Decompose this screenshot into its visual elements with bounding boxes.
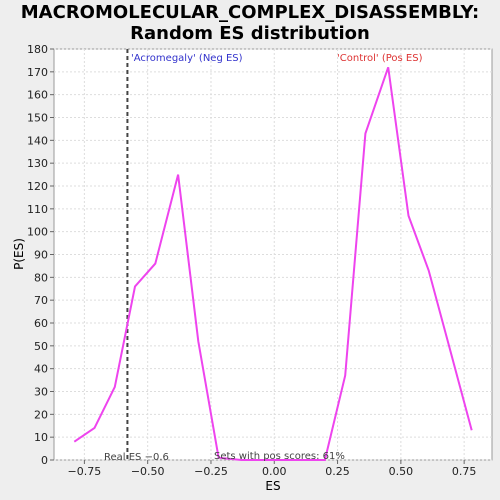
series-line (73, 66, 473, 461)
y-tick-label: 30 (34, 386, 48, 399)
y-tick-label: 150 (27, 112, 48, 125)
real-es-annotation: Real ES −0.6 (104, 452, 169, 463)
y-tick-label: 120 (27, 180, 48, 193)
y-tick-label: 180 (27, 43, 48, 56)
x-tick-label: −0.50 (131, 465, 165, 478)
chart-title-line2: Random ES distribution (130, 23, 370, 44)
y-tick-label: 130 (27, 157, 48, 170)
y-tick-label: 100 (27, 226, 48, 239)
x-axis-label: ES (265, 479, 280, 493)
y-tick-label: 80 (34, 271, 48, 284)
y-tick-label: 170 (27, 66, 48, 79)
pos-es-annotation: 'Control' (Pos ES) (337, 53, 423, 64)
neg-es-annotation: 'Acromegaly' (Neg ES) (131, 53, 243, 64)
chart-title-line1: MACROMOLECULAR_COMPLEX_DISASSEMBLY: (20, 2, 480, 23)
y-tick-label: 10 (34, 431, 48, 444)
x-tick-label: 0.50 (389, 465, 414, 478)
y-tick-label: 160 (27, 89, 48, 102)
pos-scores-annotation: Sets with pos scores: 61% (214, 451, 345, 462)
y-tick-label: 140 (27, 134, 48, 147)
y-tick-label: 60 (34, 317, 48, 330)
y-tick-label: 90 (34, 249, 48, 262)
x-tick-label: 0.00 (262, 465, 287, 478)
x-tick-label: 0.25 (325, 465, 350, 478)
x-tick-label: 0.75 (452, 465, 477, 478)
y-tick-label: 50 (34, 340, 48, 353)
x-axis: −0.75 −0.50 −0.25 0.00 0.25 0.50 0.75 (68, 460, 477, 478)
x-tick-label: −0.75 (68, 465, 102, 478)
y-tick-label: 40 (34, 363, 48, 376)
y-axis-label: P(ES) (12, 238, 26, 270)
chart-title: MACROMOLECULAR_COMPLEX_DISASSEMBLY: Rand… (0, 2, 500, 44)
y-tick-label: 0 (41, 454, 48, 467)
y-axis: 0 10 20 30 40 50 60 70 80 90 100 110 120 130 140 150 160… (27, 43, 54, 467)
y-tick-label: 70 (34, 294, 48, 307)
y-tick-label: 110 (27, 203, 48, 216)
x-tick-label: −0.25 (194, 465, 228, 478)
y-tick-label: 20 (34, 408, 48, 421)
